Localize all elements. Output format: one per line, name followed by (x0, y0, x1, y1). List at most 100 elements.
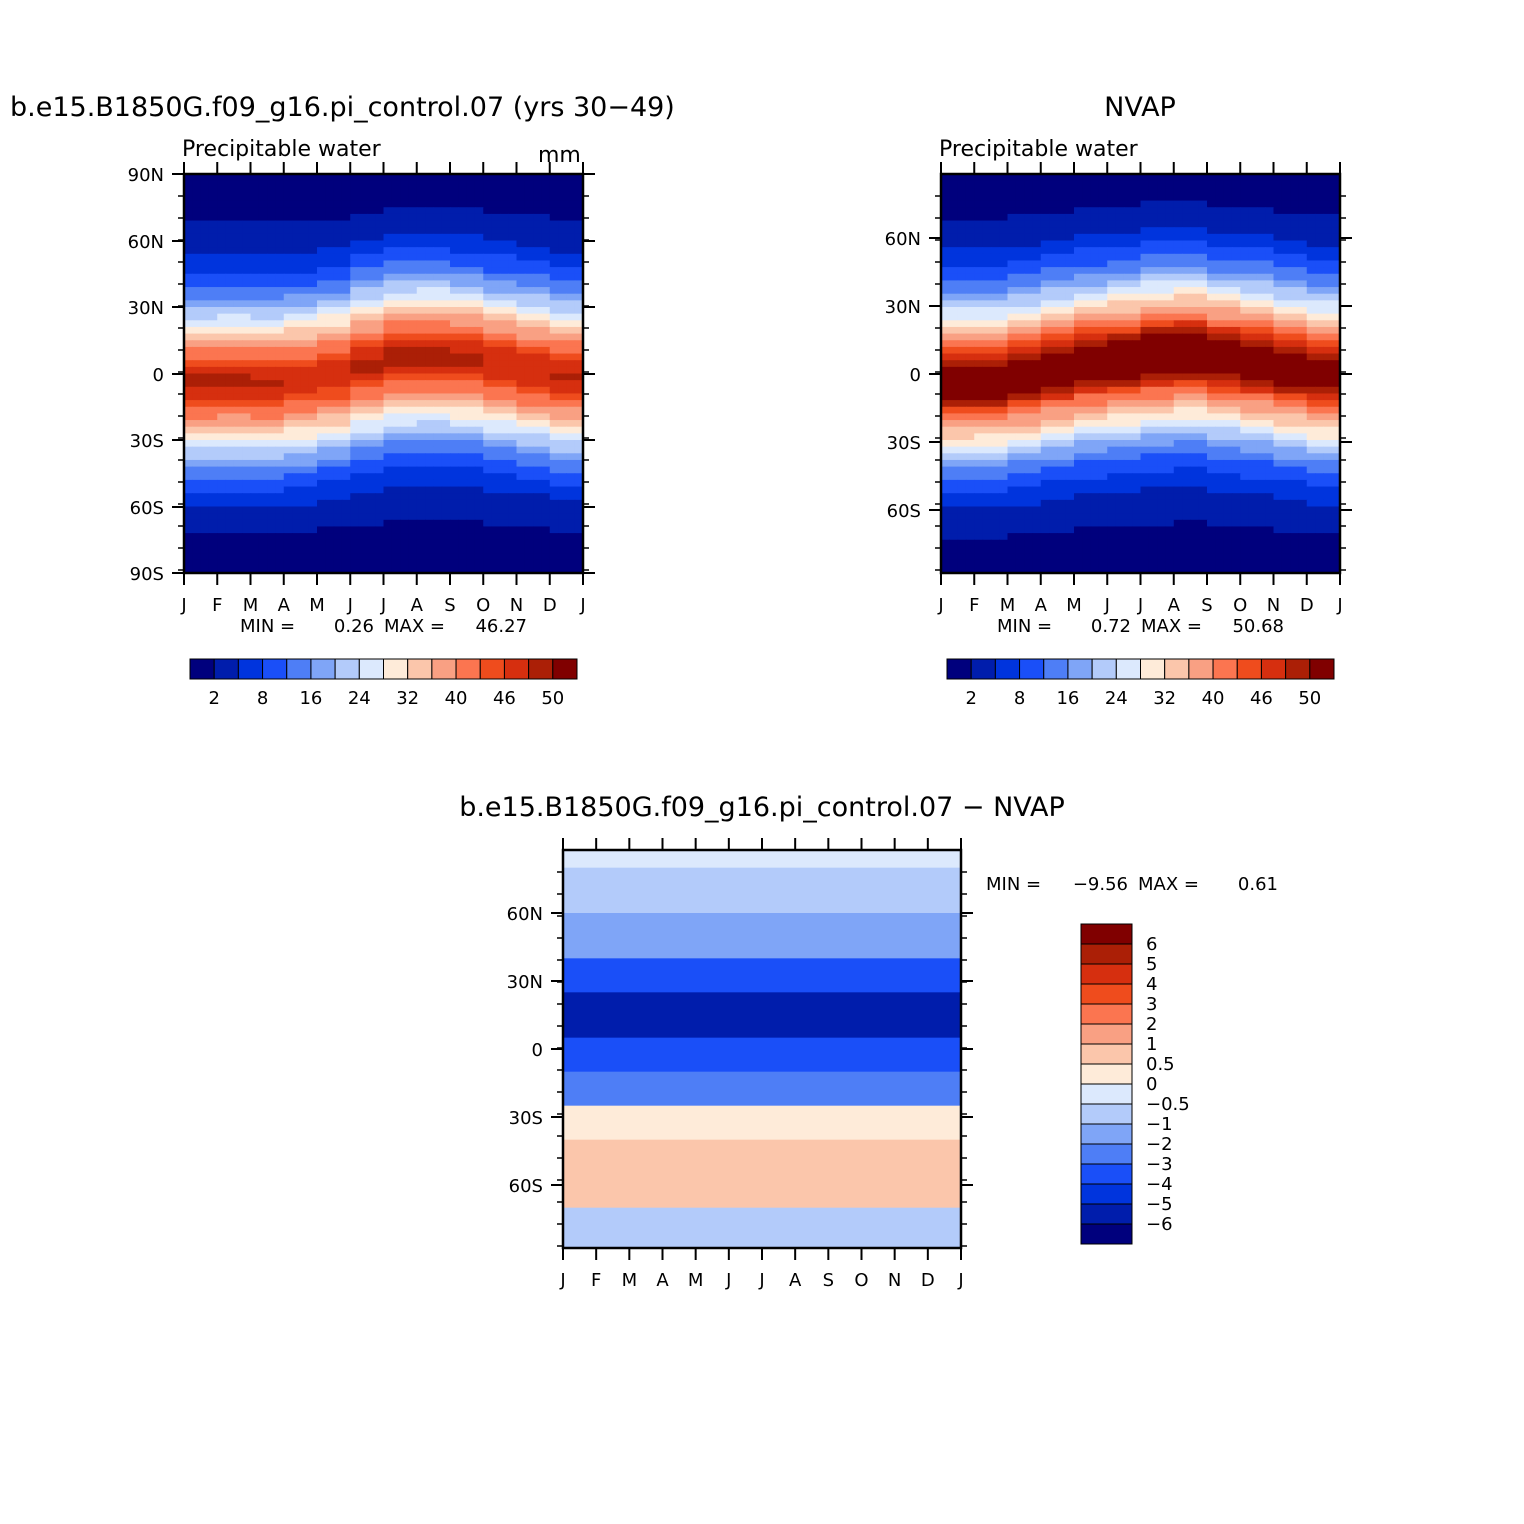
panel-2-cell (949, 287, 959, 295)
panel-1-cell (441, 386, 451, 395)
panel-1-cell (200, 486, 210, 494)
panel-1-cell (350, 446, 360, 454)
panel-1-cell (283, 380, 293, 388)
panel-2-cell (1082, 353, 1092, 361)
panel-2-cell (1107, 174, 1117, 182)
panel-1-cell (233, 413, 243, 421)
panel-1-cell (458, 207, 468, 215)
panel-1-cell (383, 213, 393, 222)
panel-2-cell (1057, 227, 1067, 235)
panel-1-cell (375, 307, 385, 315)
panel-1-cell (217, 260, 227, 268)
panel-1-cell (391, 307, 401, 315)
panel-2-cell (1024, 253, 1034, 262)
panel-1-cell (441, 260, 451, 268)
panel-1-cell (450, 293, 459, 301)
panel-2-cell (1331, 200, 1341, 208)
panel-1-cell (466, 486, 476, 494)
panel-2-cell (1207, 300, 1216, 308)
panel-2-cell (1049, 220, 1058, 228)
panel-1-cell (466, 533, 476, 541)
panel-2-cell (1207, 273, 1216, 281)
panel-1-cell (533, 433, 543, 441)
panel-2-cell (999, 200, 1009, 208)
panel-1-cell (408, 346, 418, 355)
panel-1-cell (341, 267, 351, 275)
panel-1-cell (341, 287, 351, 295)
panel-1-cell (441, 546, 451, 554)
panel-2-cell (949, 413, 959, 421)
panel-1-cell (400, 473, 410, 481)
panel-1-cell (474, 326, 484, 335)
panel-1-cell (474, 559, 484, 567)
panel-1-cell (217, 326, 227, 335)
panel-1-cell (408, 273, 418, 281)
panel-2-cell (957, 320, 967, 328)
panel-1-cell (533, 293, 543, 301)
panel-1-cell (283, 300, 293, 308)
panel-1-cell (483, 280, 493, 288)
panel-1-cell (491, 393, 501, 401)
panel-2-cell (1231, 187, 1241, 195)
panel-1-cell (208, 247, 218, 255)
panel-1-cell (184, 220, 193, 228)
panel-1-cell (292, 526, 301, 534)
panel-2-cell (1290, 386, 1300, 395)
panel-2-cell (1040, 287, 1050, 295)
panel-1-cell (458, 446, 468, 454)
panel-2-cell (1207, 307, 1216, 315)
panel-2-cell (1215, 227, 1225, 235)
panel-1-cell (516, 247, 526, 255)
panel-2-cell (1165, 320, 1175, 328)
panel-2-cell (1323, 180, 1333, 188)
panel-2-cell (1065, 333, 1075, 341)
panel-2-cell (1123, 207, 1133, 215)
panel-2-cell (1165, 260, 1175, 268)
panel-2-cell (1065, 320, 1075, 328)
panel-1-cell (258, 287, 268, 295)
panel-2-cell (1223, 406, 1233, 414)
panel-2-cell (1098, 240, 1108, 248)
panel-1-cell (433, 553, 443, 561)
panel-2-cell (1215, 400, 1225, 408)
panel-2-cell (1240, 220, 1250, 228)
panel-1-cell (499, 200, 509, 208)
panel-1-cell (391, 493, 401, 501)
panel-1-cell (533, 340, 543, 348)
panel-1-cell (508, 174, 518, 182)
panel-1-cell (341, 486, 351, 494)
panel-2-cell (941, 400, 950, 408)
panel-2-cell (1315, 267, 1324, 275)
panel-2-cell (1331, 253, 1341, 262)
panel-1-cell (508, 539, 518, 547)
panel-1-cell (433, 433, 443, 441)
panel-1-cell (250, 400, 260, 408)
panel-2-cell (1098, 380, 1108, 388)
panel-1-cell (400, 513, 410, 521)
panel-1-cell (533, 506, 543, 514)
panel-1-cell (325, 446, 335, 454)
panel-1-cell (375, 519, 385, 528)
panel-2-cell (1281, 227, 1291, 235)
panel-1-cell (250, 519, 260, 528)
panel-2-cell (957, 446, 967, 454)
panel-2-cell (1107, 313, 1117, 321)
panel-1-cell (184, 187, 193, 195)
panel-1-cell (333, 479, 343, 488)
panel-2-cell (1015, 440, 1025, 448)
panel-1-cell (341, 240, 351, 248)
panel-1-cell (217, 227, 227, 235)
panel-1-cell (275, 373, 285, 381)
panel-2-cell (1265, 247, 1275, 255)
panel-2-cell (982, 380, 992, 388)
panel-1-cell (499, 433, 509, 441)
panel-1-cell (524, 207, 534, 215)
panel-1-cell (574, 260, 584, 268)
panel-1-cell (499, 506, 509, 514)
panel-2-cell (1231, 366, 1241, 375)
panel-1-cell (466, 307, 476, 315)
panel-2-cell (1198, 413, 1208, 421)
panel-1-cell (450, 499, 459, 508)
panel-1-cell (400, 366, 410, 375)
panel-1-cell (333, 533, 343, 541)
